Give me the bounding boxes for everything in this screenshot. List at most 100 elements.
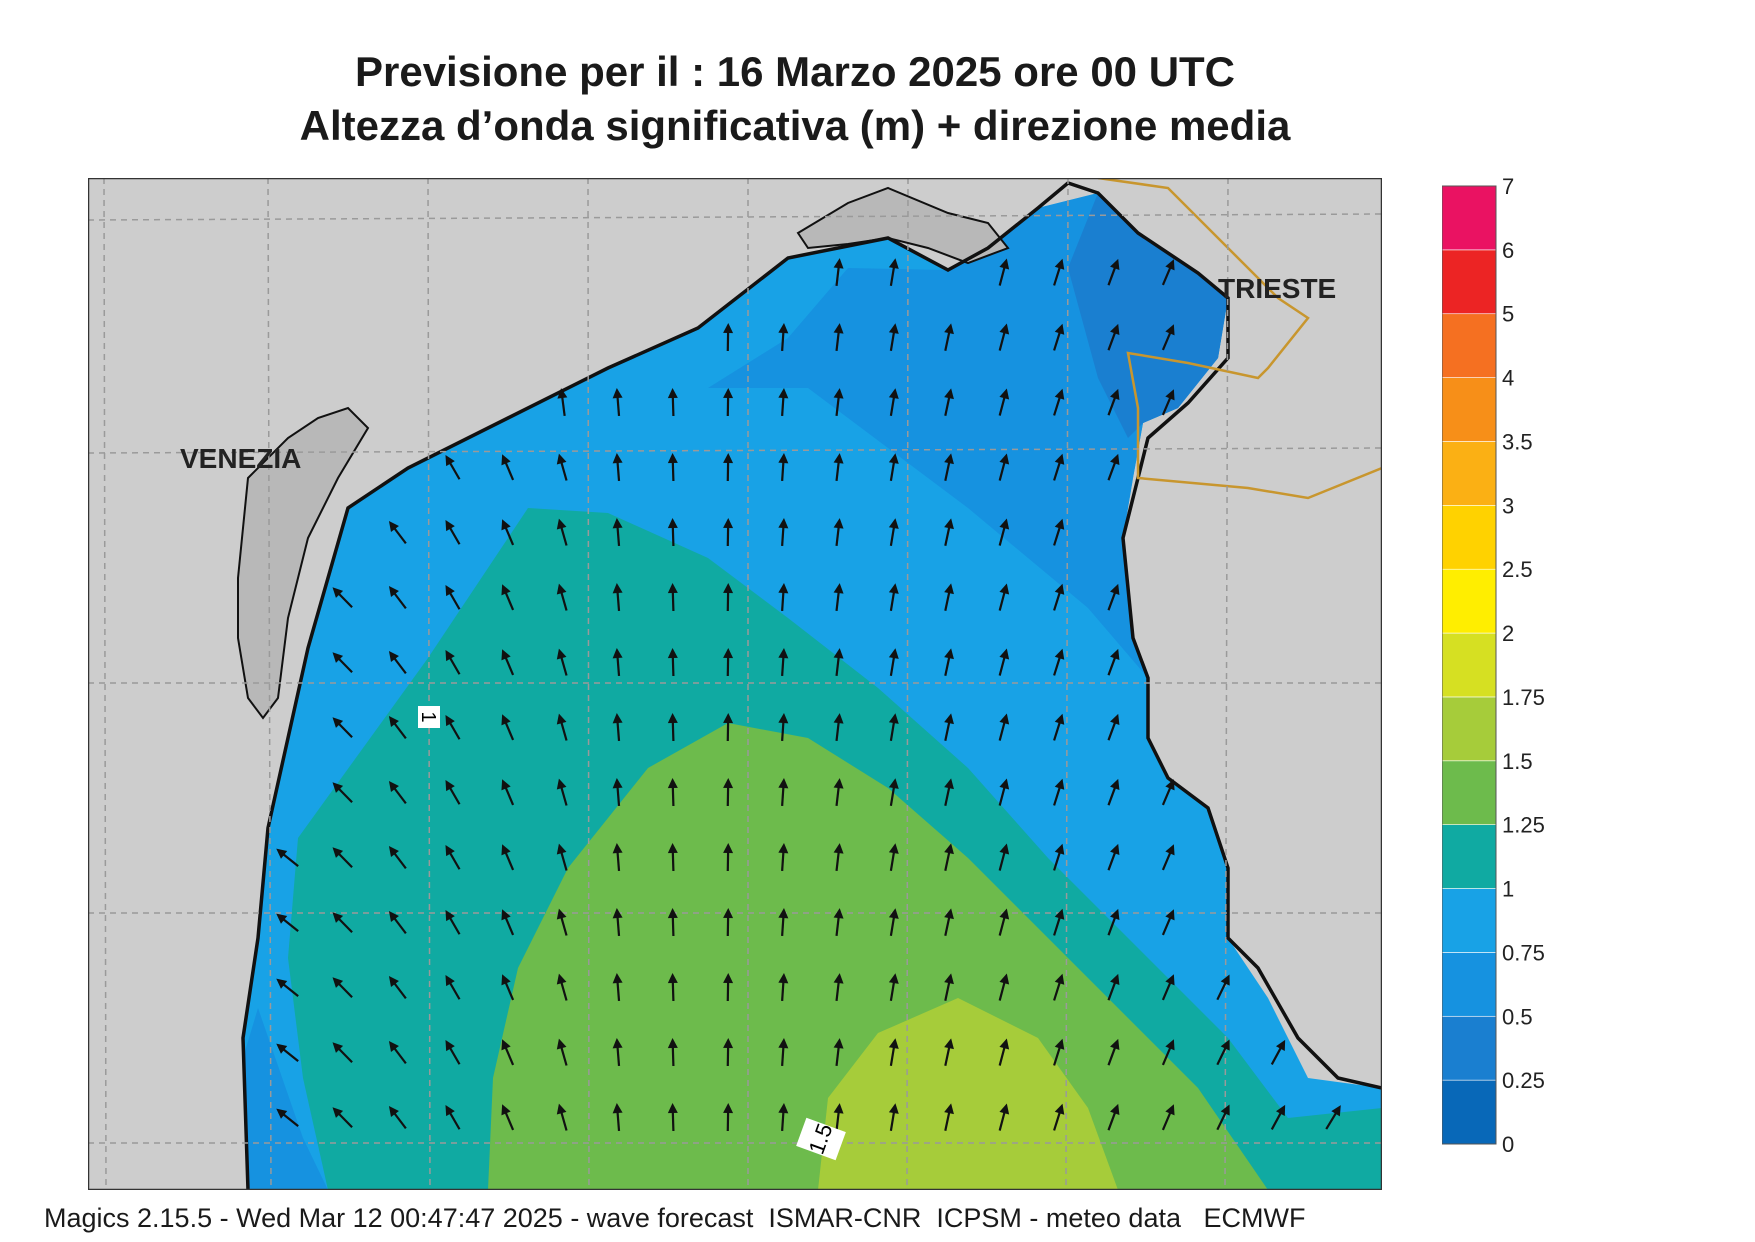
wave-arrow-150 [388,976,407,1000]
wave-arrow-83 [332,717,353,739]
map-frame [88,178,1382,1190]
wave-arrow-148 [276,978,299,997]
legend-color-boxes [1442,185,1497,1145]
wave-arrow-132 [332,912,353,934]
wave-arrow-37 [998,453,1010,481]
legend-label-4: 1 [1502,877,1514,902]
wave-arrow-153 [556,973,568,1001]
wave-arrow-115 [332,847,353,869]
wave-arrow-31 [667,453,678,482]
wave-arrow-116 [388,846,407,870]
wave-arrow-174 [723,1038,734,1067]
wave-arrow-105 [723,778,734,807]
city-label-venezia: VENEZIA [180,443,301,474]
wave-arrow-13 [1107,323,1120,351]
wave-arrow-192 [667,1103,678,1132]
wave-arrow-64 [944,583,954,611]
wave-arrow-162 [1053,973,1065,1001]
wave-arrow-168 [388,1041,407,1065]
wave-arrow-194 [778,1103,789,1132]
wave-arrow-96 [1053,713,1065,741]
footer-credits: Magics 2.15.5 - Wed Mar 12 00:47:47 2025… [44,1203,1306,1233]
wave-arrow-14 [1161,324,1175,351]
wave-arrow-112 [1107,778,1120,806]
wave-arrow-202 [1216,1104,1230,1131]
wave-arrow-137 [612,908,623,937]
legend-label-15: 7 [1502,176,1514,199]
wave-arrow-68 [332,652,353,674]
wave-arrow-120 [612,843,623,872]
wave-arrow-59 [667,583,678,612]
wave-arrow-151 [445,975,461,1000]
wave-arrow-82 [1107,648,1120,676]
wave-arrow-111 [1053,778,1065,806]
legend-box-14 [1442,185,1497,251]
contour-label-1-text: 1 [417,711,439,722]
wave-arrow-182 [1161,1039,1175,1066]
wave-arrow-71 [501,649,515,676]
legend-label-2: 0.5 [1502,1004,1533,1029]
wave-arrow-195 [833,1103,844,1132]
wave-arrow-149 [332,977,353,999]
wave-arrow-62 [833,583,844,612]
wave-arrow-21 [888,388,899,417]
wave-arrow-33 [778,453,789,482]
legend-box-9 [1442,505,1497,570]
wave-arrow-139 [723,908,734,937]
wave-arrow-133 [388,911,407,935]
wave-arrow-161 [998,973,1010,1001]
wave-arrow-125 [888,843,899,872]
wave-arrow-49 [888,518,899,547]
wave-arrow-72 [556,648,568,676]
wave-arrow-131 [276,913,299,932]
wave-arrow-22 [944,388,954,416]
wave-arrow-24 [1053,388,1065,416]
sea-0.25-0.5 [1068,193,1228,438]
wave-arrow-154 [612,973,623,1002]
wave-arrow-185 [276,1108,299,1127]
legend-box-13 [1442,249,1497,315]
wave-arrow-166 [276,1043,299,1062]
legend-box-5 [1442,760,1497,825]
wave-arrow-76 [778,648,789,677]
grado-lagoon [796,186,1010,265]
wave-arrow-170 [501,1039,515,1066]
wave-arrow-147 [1161,909,1175,936]
color-legend: 0 0.25 0.5 0.75 1 1.25 1.5 1.75 2 2.5 3 3.5 4 5 6 7 [1442,176,1545,1156]
wave-arrow-9 [888,323,899,352]
wave-arrow-27 [445,455,461,480]
wave-arrow-89 [667,713,678,742]
wave-arrow-6 [723,323,734,352]
wave-arrow-10 [944,323,954,351]
wave-arrow-41 [445,520,461,545]
wave-arrow-128 [1053,843,1065,871]
wave-arrow-91 [778,713,789,742]
wave-arrow-67 [1107,583,1120,611]
wave-arrow-20 [833,388,844,417]
wave-arrow-78 [888,648,899,677]
wave-arrow-197 [944,1103,954,1131]
wave-arrow-183 [1216,1039,1230,1066]
wave-arrow-193 [723,1103,734,1132]
wave-arrow-57 [556,583,568,611]
wave-arrow-36 [944,453,954,481]
wave-arrow-127 [998,843,1010,871]
legend-label-0: 0 [1502,1132,1514,1156]
wave-arrow-99 [388,781,407,805]
wave-arrow-113 [1161,779,1175,806]
wave-arrow-119 [556,843,568,871]
wave-arrow-177 [888,1038,899,1067]
legend-box-1 [1442,1015,1497,1081]
wave-arrow-200 [1107,1103,1120,1131]
wave-arrow-171 [556,1038,568,1066]
legend-label-14: 6 [1502,238,1514,263]
wave-arrow-17 [667,388,678,417]
wave-arrow-169 [445,1040,461,1065]
coastline [241,181,1382,1190]
wave-arrow-138 [667,908,678,937]
wave-arrow-100 [445,780,461,805]
wave-height-map: 1 1.5 VENEZIA TRIESTE [88,178,1382,1190]
wave-arrow-107 [833,778,844,807]
wave-arrow-90 [723,713,734,742]
wave-arrow-39 [1107,453,1120,481]
